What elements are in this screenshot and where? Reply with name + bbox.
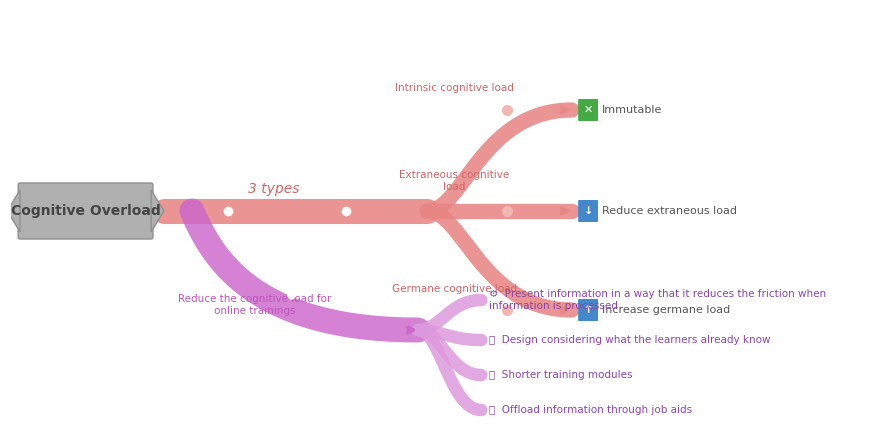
- Text: Extraneous cognitive
load: Extraneous cognitive load: [399, 170, 508, 192]
- Polygon shape: [151, 190, 163, 232]
- Text: ↑: ↑: [583, 305, 592, 315]
- Text: 📋  Offload information through job aids: 📋 Offload information through job aids: [488, 405, 691, 415]
- Text: ✅  Shorter training modules: ✅ Shorter training modules: [488, 370, 632, 380]
- Text: ⚙  Present information in a way that it reduces the friction when
information is: ⚙ Present information in a way that it r…: [488, 289, 825, 311]
- Text: Immutable: Immutable: [601, 105, 661, 115]
- Text: Reduce the cognitive load for
online trainings: Reduce the cognitive load for online tra…: [178, 294, 331, 316]
- Polygon shape: [7, 190, 20, 232]
- Text: ↓: ↓: [583, 206, 592, 216]
- Text: Reduce extraneous load: Reduce extraneous load: [601, 206, 736, 216]
- Text: Intrinsic cognitive load: Intrinsic cognitive load: [395, 83, 513, 93]
- Text: Cognitive Overload: Cognitive Overload: [10, 204, 160, 218]
- Text: Germane cognitive load: Germane cognitive load: [391, 284, 516, 294]
- Text: Increase germane load: Increase germane load: [601, 305, 729, 315]
- FancyBboxPatch shape: [577, 200, 597, 222]
- Text: 3 types: 3 types: [248, 182, 299, 196]
- Text: 👤  Design considering what the learners already know: 👤 Design considering what the learners a…: [488, 335, 769, 345]
- FancyBboxPatch shape: [577, 299, 597, 321]
- FancyBboxPatch shape: [577, 99, 597, 121]
- FancyBboxPatch shape: [18, 183, 153, 239]
- Text: ✕: ✕: [583, 105, 592, 115]
